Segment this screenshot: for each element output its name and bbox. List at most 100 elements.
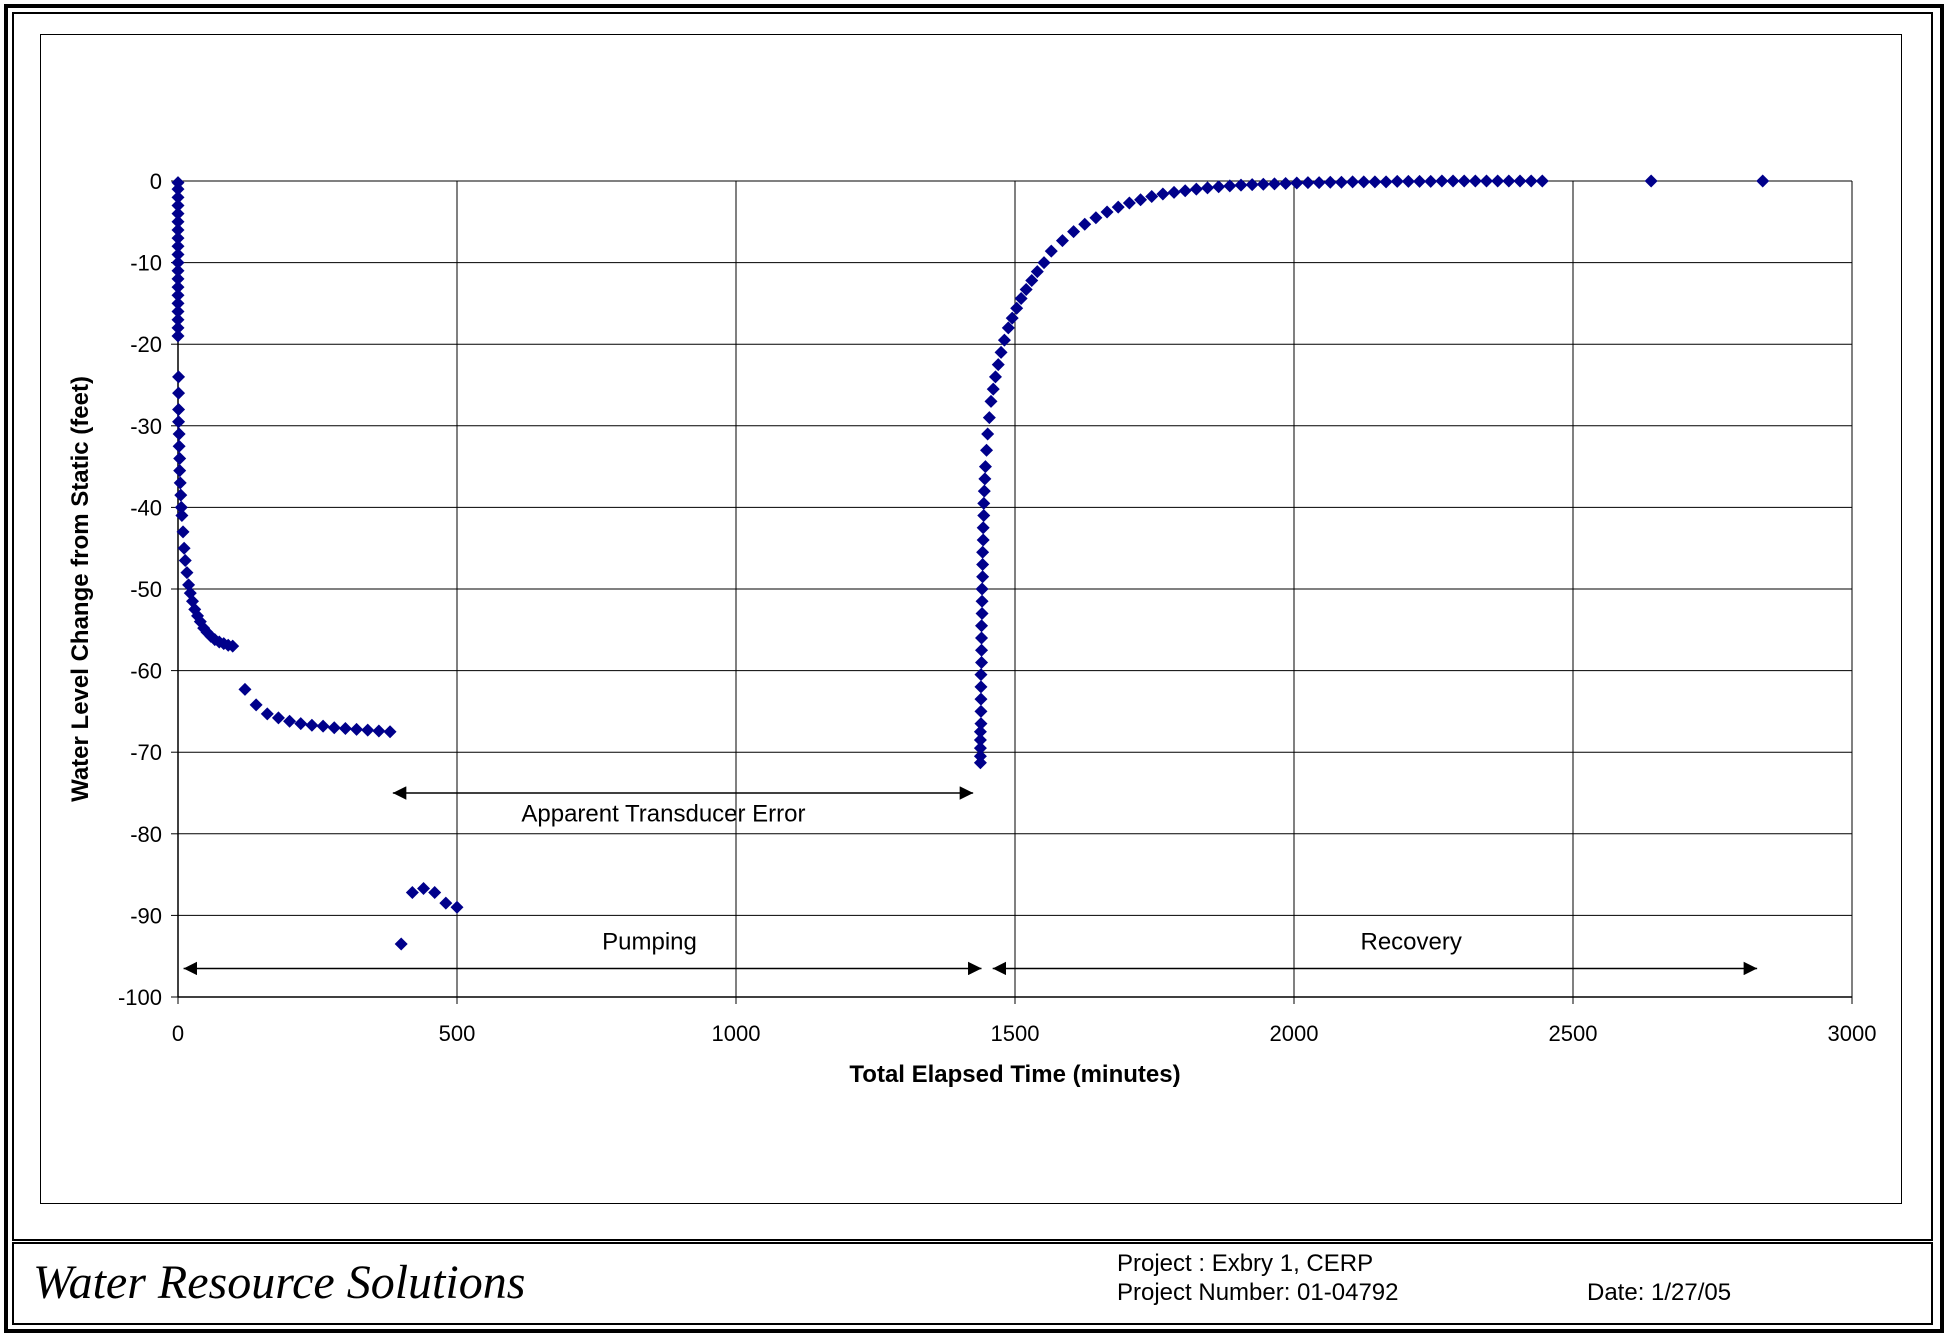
outer-frame xyxy=(4,4,1944,1333)
data-point xyxy=(1010,301,1024,315)
gridlines xyxy=(178,180,1853,997)
data-point xyxy=(350,722,364,736)
data-point xyxy=(1301,176,1315,190)
data-point xyxy=(991,358,1005,372)
data-point xyxy=(974,717,988,731)
data-point xyxy=(405,886,419,900)
data-point xyxy=(316,719,330,733)
data-point xyxy=(171,329,185,343)
data-point xyxy=(171,176,185,190)
data-point xyxy=(1379,175,1393,189)
data-point xyxy=(327,721,341,735)
data-point xyxy=(171,223,185,237)
title-block xyxy=(12,1242,1933,1325)
data-point xyxy=(172,370,186,384)
annotation-label: Recovery xyxy=(1360,929,1461,956)
data-point xyxy=(973,741,987,755)
data-point xyxy=(1435,174,1449,188)
data-point xyxy=(975,619,989,633)
data-point xyxy=(428,886,442,900)
data-point xyxy=(305,718,319,732)
data-point xyxy=(1334,175,1348,189)
data-point xyxy=(171,305,185,319)
data-point xyxy=(974,692,988,706)
data-point xyxy=(973,749,987,763)
data-point xyxy=(974,668,988,682)
y-tick-label: -40 xyxy=(130,495,162,520)
y-tick-label: -80 xyxy=(130,822,162,847)
data-point xyxy=(1089,211,1103,225)
data-point xyxy=(1502,174,1516,188)
data-point xyxy=(174,488,188,502)
data-point xyxy=(383,725,397,739)
data-point xyxy=(975,631,989,645)
data-point xyxy=(178,553,192,567)
data-point xyxy=(174,500,188,514)
chart-area xyxy=(40,34,1902,1204)
data-point xyxy=(1044,244,1058,258)
data-point xyxy=(981,427,995,441)
data-point xyxy=(171,256,185,270)
data-point xyxy=(1234,178,1248,192)
data-point xyxy=(1145,190,1159,204)
data-point xyxy=(1401,174,1415,188)
x-tick-label: 500 xyxy=(439,1021,476,1046)
data-point xyxy=(1189,182,1203,196)
data-point xyxy=(171,182,185,196)
data-point xyxy=(1457,174,1471,188)
y-tick-label: -70 xyxy=(130,740,162,765)
x-tick-label: 1000 xyxy=(712,1021,761,1046)
data-point xyxy=(1078,217,1092,231)
data-point xyxy=(172,402,186,416)
data-point xyxy=(1513,174,1527,188)
data-point xyxy=(1346,175,1360,189)
data-point xyxy=(294,717,308,731)
data-point xyxy=(171,264,185,278)
data-point xyxy=(1245,178,1259,192)
data-point xyxy=(172,439,186,453)
data-point xyxy=(1223,179,1237,193)
data-point xyxy=(975,655,989,669)
data-point xyxy=(980,443,994,457)
x-axis-title: Total Elapsed Time (minutes) xyxy=(849,1061,1180,1088)
data-point xyxy=(1134,193,1148,207)
data-point xyxy=(394,937,408,951)
data-point xyxy=(986,382,1000,396)
data-point xyxy=(973,725,987,739)
data-point xyxy=(1014,292,1028,306)
data-point xyxy=(171,272,185,286)
y-tick-label: -50 xyxy=(130,577,162,602)
data-point xyxy=(1644,174,1658,188)
data-point xyxy=(361,723,375,737)
data-point xyxy=(238,682,252,696)
data-point xyxy=(171,313,185,327)
data-point xyxy=(1279,176,1293,190)
data-point xyxy=(1111,200,1125,214)
data-point xyxy=(271,711,285,725)
data-point xyxy=(171,280,185,294)
data-point xyxy=(1267,177,1281,191)
data-point xyxy=(1156,187,1170,201)
x-tick-label: 1500 xyxy=(991,1021,1040,1046)
annotation-label: Apparent Transducer Error xyxy=(521,800,805,827)
data-point xyxy=(977,484,991,498)
data-point xyxy=(180,566,194,580)
report-date: Date: 1/27/05 xyxy=(1587,1279,1732,1306)
y-tick-label: -100 xyxy=(118,985,162,1010)
data-point xyxy=(977,496,991,510)
x-tick-label: 2000 xyxy=(1270,1021,1319,1046)
y-axis-title: Water Level Change from Static (feet) xyxy=(67,376,94,802)
data-point xyxy=(1178,184,1192,198)
data-point xyxy=(974,704,988,718)
y-tick-label: -30 xyxy=(130,414,162,439)
data-point xyxy=(175,509,189,523)
annotations: Apparent Transducer Error Pumping Recovery xyxy=(183,786,1758,976)
data-point xyxy=(988,370,1002,384)
data-point xyxy=(1201,181,1215,195)
axes xyxy=(171,180,1853,1004)
data-point xyxy=(982,411,996,425)
data-point xyxy=(1491,174,1505,188)
data-point xyxy=(172,427,186,441)
annotation-label: Pumping xyxy=(602,929,697,956)
data-point xyxy=(338,722,352,736)
